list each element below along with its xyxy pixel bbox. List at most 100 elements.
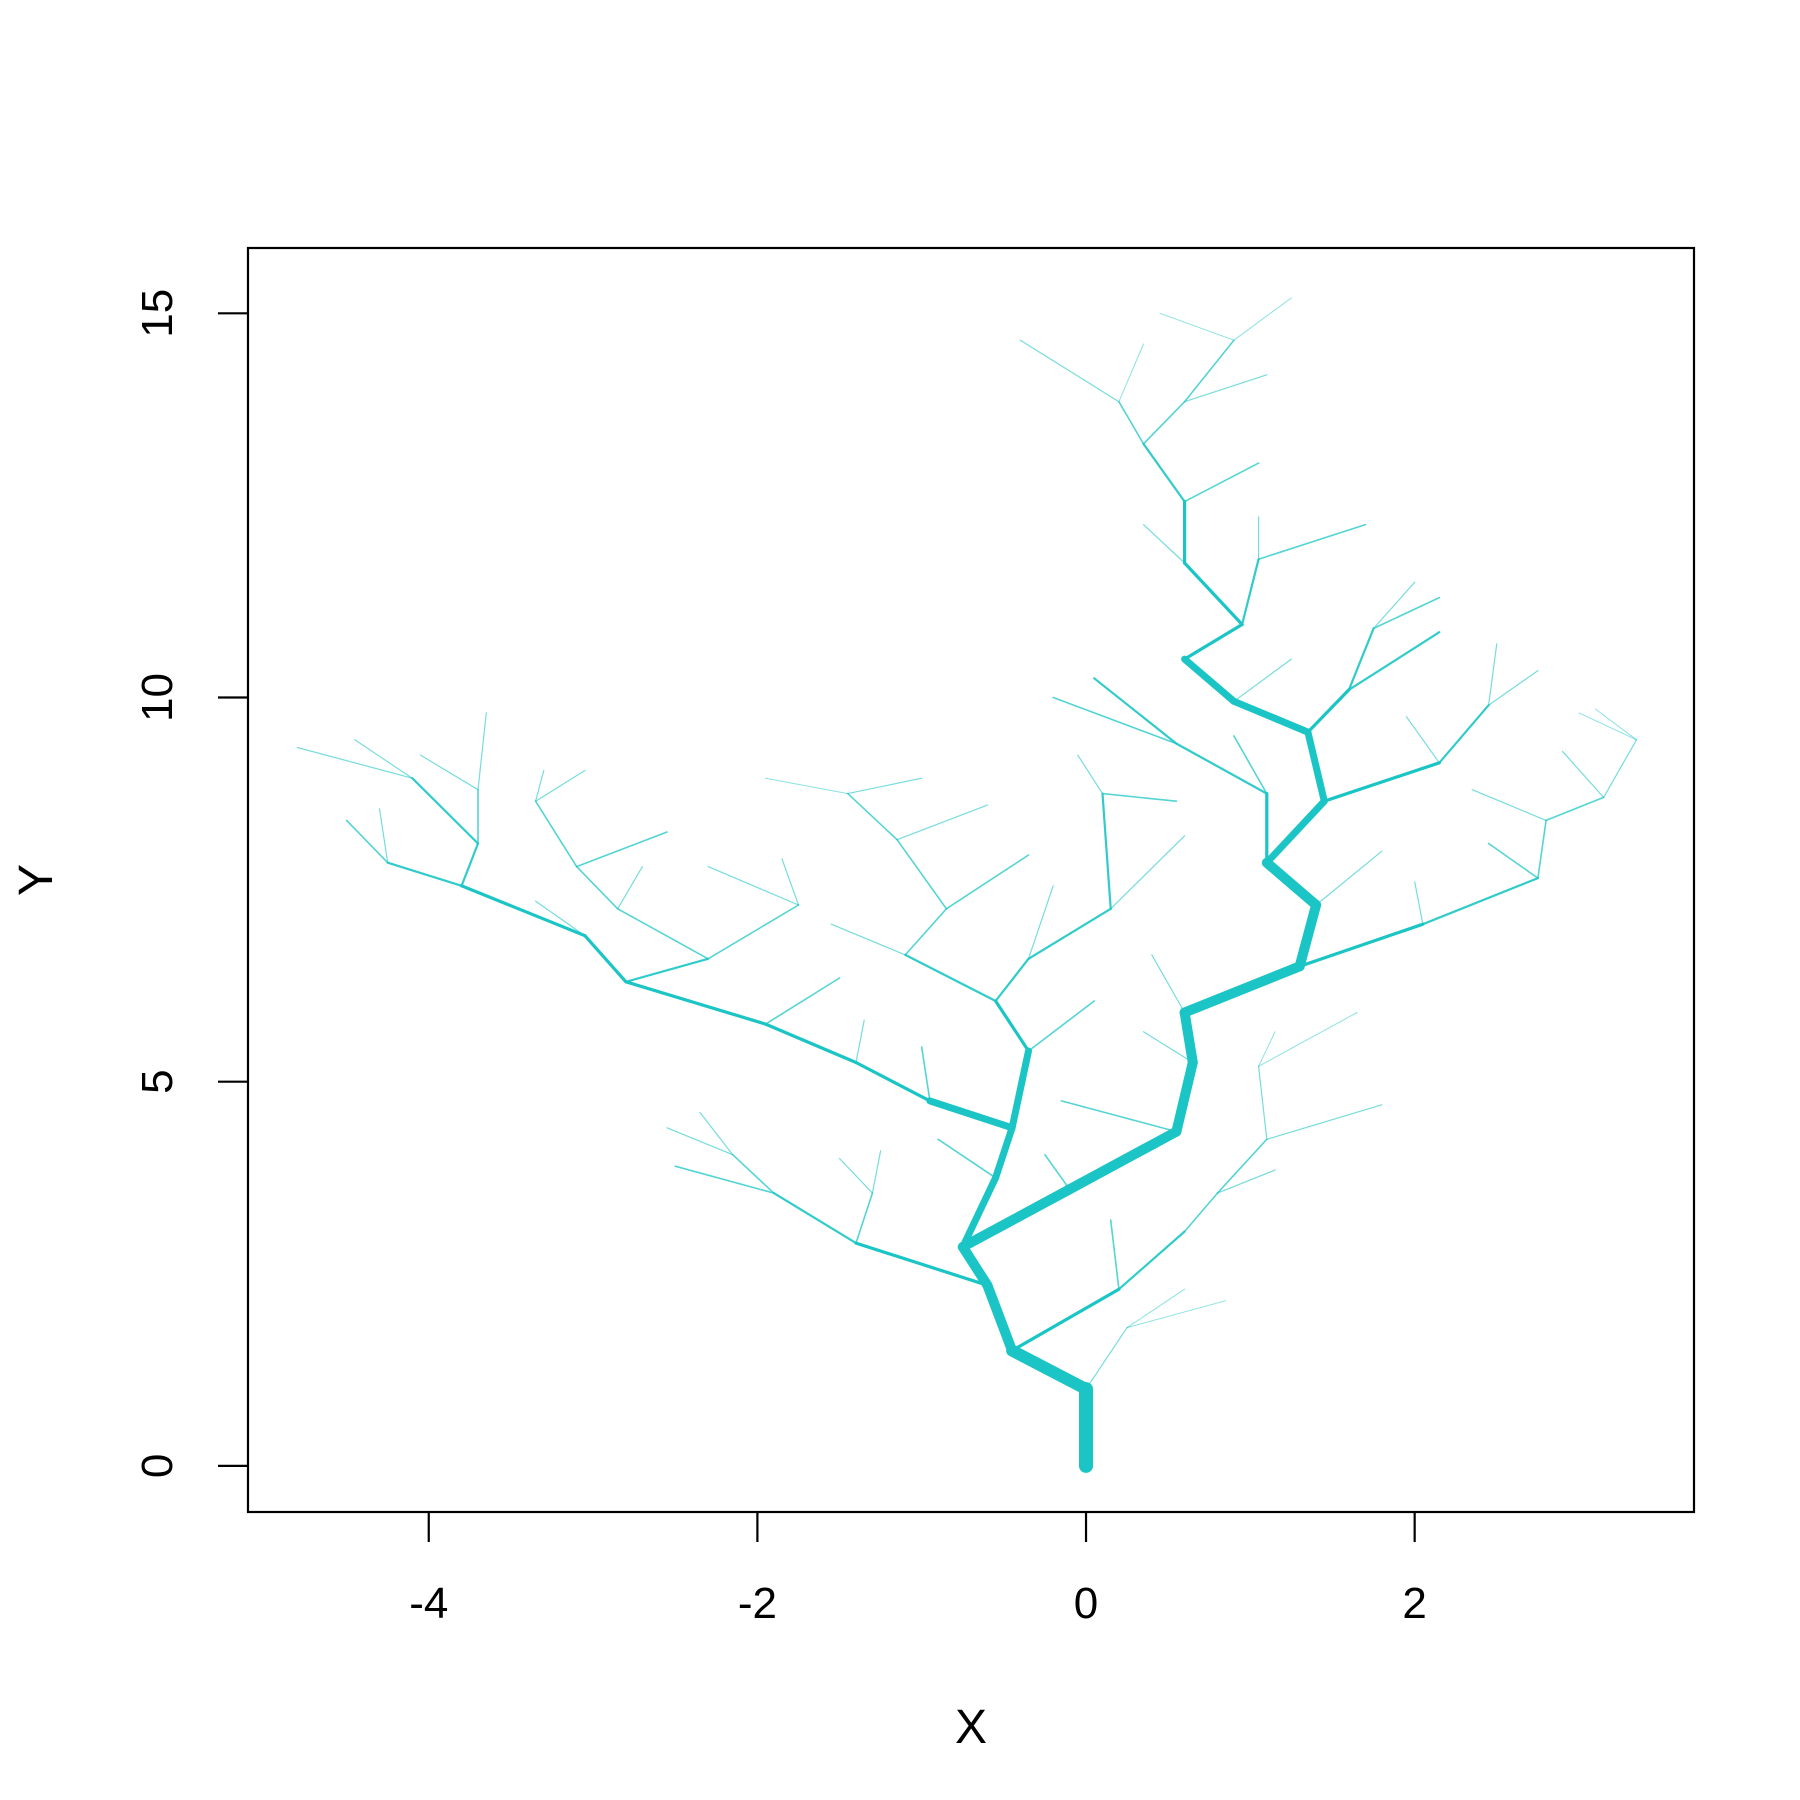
branch-segment	[1027, 1000, 1095, 1052]
branch-segment	[920, 1046, 931, 1102]
x-tick-label: 0	[1074, 1579, 1098, 1628]
branch-segment	[419, 754, 479, 791]
branch-segment	[1006, 1344, 1092, 1396]
branch-segment	[871, 1150, 882, 1194]
branch-segment	[386, 861, 463, 887]
branch-segment	[460, 884, 587, 938]
branch-segment	[534, 769, 586, 802]
branch-segment	[1405, 716, 1440, 764]
branch-segment	[959, 1174, 1000, 1251]
branch-segment	[616, 907, 709, 960]
branch-segment	[1118, 400, 1145, 445]
y-tick-label: 10	[133, 673, 182, 722]
branch-segment	[1233, 658, 1293, 702]
branch-segment	[617, 865, 644, 910]
branch-segment	[1578, 712, 1637, 741]
branch-segment	[1297, 922, 1425, 969]
branch-segment	[1263, 797, 1328, 867]
branch-segment	[1258, 1031, 1276, 1067]
branch-segment	[994, 957, 1030, 1003]
branch-segment	[534, 800, 578, 868]
branch-segment	[1414, 881, 1424, 925]
branch-segment	[765, 777, 849, 795]
branch-segment	[1594, 708, 1637, 741]
branch-segment	[1171, 1057, 1198, 1137]
branch-segment	[707, 904, 800, 960]
branch-segment	[896, 838, 948, 910]
branch-segment	[993, 999, 1031, 1053]
branch-segment	[1372, 596, 1441, 630]
branch-segment	[1179, 1007, 1198, 1068]
branch-segment	[982, 1280, 1018, 1356]
branch-segment	[1537, 819, 1547, 879]
branch-segment	[1183, 462, 1260, 503]
y-tick-label: 5	[133, 1069, 182, 1093]
branch-segment	[1085, 1326, 1128, 1390]
branch-segment	[1101, 792, 1112, 910]
branch-segment	[1183, 1192, 1219, 1233]
branch-segment	[1487, 643, 1498, 706]
branch-segment	[957, 1241, 993, 1291]
branch-segment	[854, 1060, 932, 1103]
branch-segment	[830, 923, 906, 956]
branch-segment	[1421, 876, 1540, 926]
branch-segment	[763, 1022, 858, 1065]
x-axis-label: X	[955, 1701, 987, 1754]
tree-branches	[296, 297, 1638, 1473]
branch-segment	[1261, 857, 1322, 910]
branch-segment	[772, 1191, 858, 1245]
branch-segment	[1142, 400, 1186, 445]
branch-segment	[1159, 312, 1235, 341]
y-tick-label: 15	[133, 289, 182, 338]
branch-segment	[1183, 374, 1268, 403]
branch-segment	[1179, 961, 1305, 1018]
branch-segment	[1561, 750, 1605, 799]
branch-segment	[957, 1184, 1075, 1252]
branch-segment	[1142, 1031, 1194, 1064]
branch-segment	[1060, 1100, 1178, 1133]
branch-segment	[904, 907, 948, 956]
branch-segment	[477, 712, 487, 791]
plot-frame	[246, 246, 1696, 1514]
branch-segment	[354, 739, 413, 779]
branch-segment	[896, 804, 989, 841]
branch-segment	[1322, 761, 1441, 803]
branch-segment	[937, 1138, 997, 1179]
branch-segment	[1019, 339, 1120, 403]
branch-segment	[1126, 1288, 1186, 1329]
branch-segment	[838, 1157, 874, 1194]
branch-segment	[1306, 688, 1351, 734]
branch-segment	[1266, 1104, 1383, 1140]
branch-segment	[1027, 885, 1054, 960]
branch-segment	[1110, 835, 1186, 910]
x-tick-label: 2	[1402, 1579, 1426, 1628]
y-tick-label: 0	[133, 1454, 182, 1478]
branch-segment	[1064, 1126, 1182, 1195]
branch-segment	[1109, 1219, 1120, 1290]
branch-segment	[1294, 900, 1322, 972]
branch-segment	[1118, 343, 1144, 403]
branch-segment	[1315, 850, 1383, 906]
branch-segment	[1142, 442, 1186, 503]
branch-segment	[1304, 728, 1328, 805]
branch-segment	[1027, 907, 1112, 960]
x-tick-label: -4	[409, 1579, 448, 1628]
branch-segment	[731, 1153, 775, 1194]
branch-segment	[411, 777, 480, 845]
branch-segment	[1233, 735, 1268, 795]
branch-segment	[1471, 789, 1547, 822]
branch-segment	[1175, 742, 1268, 795]
branch-segment	[1257, 1065, 1268, 1140]
branch-segment	[847, 777, 923, 795]
branch-segment	[1010, 1287, 1121, 1353]
branch-segment	[699, 1111, 734, 1156]
x-axis: -4 -2 0 2	[409, 1512, 1427, 1628]
branch-segment	[1257, 523, 1367, 561]
branch-segment	[460, 842, 480, 887]
branch-segment	[1240, 558, 1260, 626]
branch-segment	[1077, 754, 1104, 795]
branch-segment	[624, 980, 768, 1026]
branch-segment	[855, 1019, 865, 1064]
branch-segment	[1602, 739, 1638, 799]
